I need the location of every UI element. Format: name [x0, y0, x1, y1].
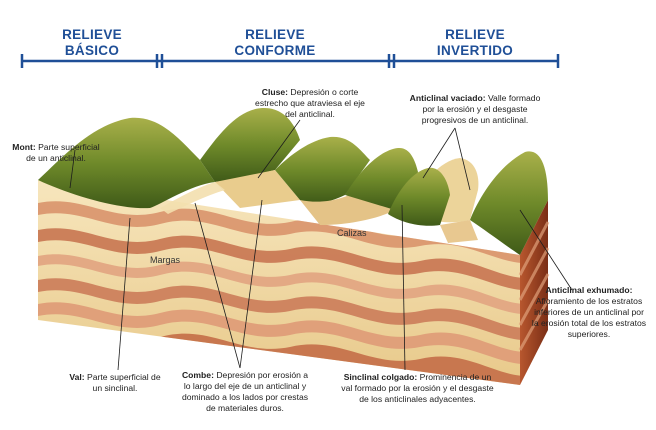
label-margas: Margas — [150, 255, 181, 265]
header-relieve-invertido: RELIEVE INVERTIDO — [425, 27, 525, 59]
leader-combe-2 — [239, 199, 263, 369]
annotation-anticlinal-vaciado-text: Valle formado por la erosión y el desgas… — [421, 93, 541, 125]
leader-anticlinal-vaciado-1 — [422, 127, 456, 179]
annotation-anticlinal-vaciado-title: Anticlinal vaciado: — [409, 93, 486, 103]
leader-lines — [69, 119, 573, 371]
annotation-anticlinal-exhumado: Anticlinal exhumado: Afloramiento de los… — [530, 285, 648, 340]
header-relieve-conforme-line2: CONFORME — [234, 43, 316, 58]
leader-anticlinal-vaciado-2 — [454, 127, 471, 191]
annotation-sinclinal-colgado-title: Sinclinal colgado: — [343, 372, 418, 382]
leader-sinclinal-colgado — [401, 204, 406, 371]
annotation-cluse: Cluse: Depresión o corte estrecho que at… — [250, 87, 370, 120]
annotation-anticlinal-vaciado: Anticlinal vaciado: Valle formado por la… — [405, 93, 545, 126]
annotation-anticlinal-exhumado-text: Afloramiento de los estratos inferiores … — [531, 296, 647, 339]
mont-hill — [38, 117, 215, 209]
annotation-combe-text: Depresión por erosión a lo largo del eje… — [181, 370, 309, 413]
header-relieve-basico-line1: RELIEVE — [62, 27, 122, 42]
leader-anticlinal-exhumado — [519, 209, 573, 291]
annotation-combe-title: Combe: — [181, 370, 214, 380]
conforme-ridge-1 — [200, 107, 300, 182]
stratum-band-5 — [38, 302, 520, 365]
cluse-cut — [215, 170, 300, 208]
sinclinal-colgado-hill — [388, 167, 450, 226]
stratum-band-2 — [38, 228, 520, 291]
leader-combe-1 — [194, 202, 241, 369]
annotation-mont: Mont: Parte superficial de un anticlinal… — [8, 142, 104, 164]
invertido-right-hill — [470, 151, 548, 255]
leader-mont — [69, 149, 76, 189]
annotation-mont-title: Mont: — [12, 142, 36, 152]
header-relieve-conforme-line1: RELIEVE — [245, 27, 305, 42]
header-relieve-basico: RELIEVE BÁSICO — [52, 27, 132, 59]
header-relieve-basico-line2: BÁSICO — [64, 43, 120, 58]
annotation-cluse-text: Depresión o corte estrecho que atraviesa… — [255, 87, 365, 119]
annotation-val: Val: Parte superficial de un sinclinal. — [65, 372, 165, 394]
annotation-mont-text: Parte superficial de un anticlinal. — [26, 142, 100, 163]
annotation-val-title: Val: — [69, 372, 85, 382]
annotation-anticlinal-exhumado-title: Anticlinal exhumado: — [545, 285, 633, 295]
label-calizas: Calizas — [337, 228, 367, 238]
stratum-band-1 — [38, 201, 520, 264]
header-relieve-conforme: RELIEVE CONFORME — [225, 27, 325, 59]
annotation-val-text: Parte superficial de un sinclinal. — [87, 372, 161, 393]
annotation-sinclinal-colgado-text: Prominencia de un val formado por la ero… — [341, 372, 494, 404]
stratum-band-4 — [38, 278, 520, 341]
header-relieve-invertido-line2: INVERTIDO — [436, 43, 514, 58]
annotation-combe: Combe: Depresión por erosión a lo largo … — [180, 370, 310, 414]
annotation-cluse-title: Cluse: — [261, 87, 289, 97]
header-relieve-invertido-line1: RELIEVE — [445, 27, 505, 42]
stratum-band-3 — [38, 254, 520, 315]
leader-val — [117, 217, 131, 371]
annotation-sinclinal-colgado: Sinclinal colgado: Prominencia de un val… — [340, 372, 495, 405]
leader-cluse — [257, 119, 301, 179]
conforme-ridge-2 — [275, 136, 370, 204]
